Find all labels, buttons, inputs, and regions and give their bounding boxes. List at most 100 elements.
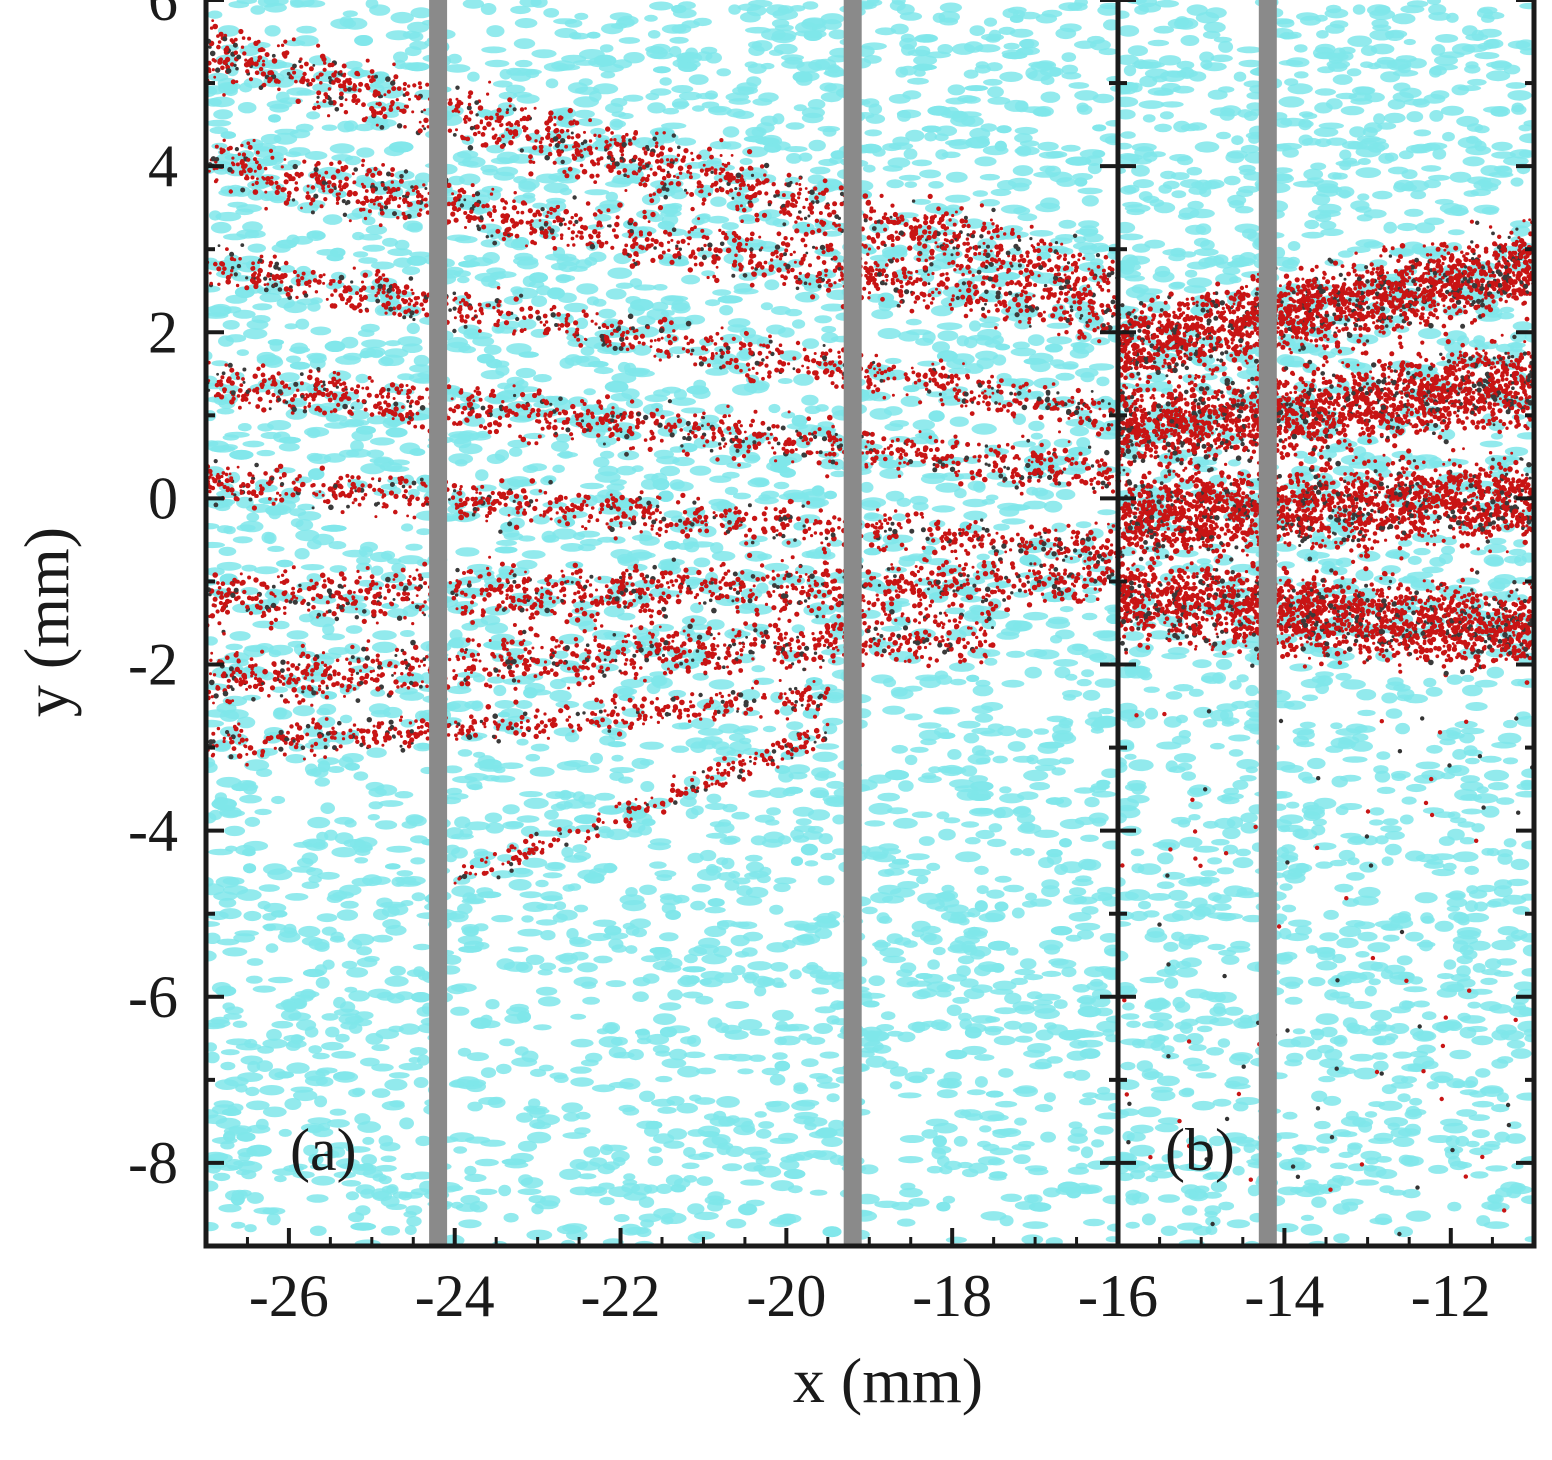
background-point — [932, 12, 946, 23]
background-point — [553, 650, 569, 659]
background-point — [906, 853, 930, 861]
background-point — [246, 512, 260, 522]
beam-point — [834, 223, 838, 228]
background-point — [699, 849, 717, 862]
background-point — [1059, 838, 1072, 848]
background-point — [1089, 652, 1115, 663]
beam-point — [597, 134, 602, 138]
beam-point — [655, 141, 659, 145]
background-point — [892, 513, 907, 522]
background-point — [401, 523, 414, 532]
background-point — [918, 836, 935, 846]
background-point — [660, 295, 684, 306]
background-point — [599, 44, 614, 53]
background-point — [772, 113, 785, 125]
background-point — [507, 946, 529, 953]
beam-point — [1101, 268, 1106, 273]
background-point — [862, 98, 880, 108]
background-point — [989, 1171, 1008, 1179]
background-point — [884, 868, 905, 876]
beam-point — [907, 245, 913, 251]
background-point — [1028, 420, 1045, 432]
beam-point — [996, 234, 1000, 239]
beam-point — [1033, 283, 1038, 288]
background-point — [455, 547, 480, 557]
beam-point — [1110, 270, 1115, 276]
background-point — [394, 791, 414, 799]
background-point — [306, 352, 327, 361]
background-point — [632, 927, 647, 938]
background-point — [609, 536, 626, 544]
background-point — [558, 966, 573, 973]
background-point — [284, 323, 298, 330]
background-point — [897, 110, 912, 122]
background-point — [537, 996, 561, 1007]
background-point — [289, 361, 311, 370]
background-point — [903, 385, 920, 393]
background-point — [827, 911, 841, 919]
beam-point — [484, 115, 490, 121]
background-point — [1053, 999, 1068, 1009]
background-point — [388, 1025, 404, 1033]
background-point — [220, 1061, 236, 1071]
beam-point — [1056, 252, 1060, 255]
background-point — [1076, 437, 1091, 449]
background-point — [529, 488, 545, 496]
background-point — [239, 520, 264, 533]
beam-point — [871, 226, 877, 231]
background-point — [707, 1201, 723, 1212]
beam-point — [714, 187, 720, 193]
beam-point — [499, 123, 503, 128]
background-point — [796, 934, 814, 942]
background-point — [523, 687, 538, 699]
beam-point — [680, 157, 686, 163]
background-point — [301, 0, 326, 8]
beam-point — [264, 52, 270, 58]
background-point — [289, 346, 311, 354]
background-point — [384, 465, 410, 473]
background-point — [1061, 144, 1081, 152]
background-point — [704, 906, 726, 914]
background-point — [604, 925, 622, 936]
background-point — [562, 510, 588, 519]
background-point — [957, 95, 978, 103]
beam-point — [895, 235, 901, 241]
background-point — [653, 66, 671, 74]
background-point — [303, 1144, 319, 1157]
background-point — [517, 318, 537, 330]
background-point — [1003, 42, 1020, 50]
background-point — [303, 968, 325, 978]
background-point — [817, 125, 841, 133]
beam-point — [396, 123, 403, 129]
beam-point — [991, 207, 996, 213]
background-point — [749, 604, 773, 615]
background-point — [521, 915, 534, 923]
background-point — [737, 725, 759, 733]
background-point — [1086, 981, 1108, 991]
background-point — [994, 140, 1007, 152]
background-point — [924, 131, 937, 142]
background-point — [918, 428, 936, 441]
background-point — [617, 612, 636, 621]
background-point — [1012, 341, 1030, 350]
beam-point — [638, 182, 643, 187]
background-point — [618, 112, 634, 120]
background-point — [312, 1052, 330, 1060]
background-point — [220, 1140, 235, 1150]
beam-point — [342, 73, 346, 78]
beam-point — [947, 261, 951, 266]
background-point — [721, 141, 742, 150]
background-point — [324, 340, 346, 352]
background-point — [658, 490, 674, 502]
background-point — [350, 1222, 377, 1231]
beam-point — [748, 202, 754, 208]
background-point — [826, 1015, 840, 1025]
background-point — [607, 741, 627, 748]
beam-point — [637, 161, 643, 167]
background-point — [316, 707, 331, 716]
background-point — [570, 1077, 594, 1087]
background-point — [384, 975, 409, 987]
background-point — [304, 151, 328, 160]
background-point — [966, 1089, 986, 1096]
background-point — [967, 480, 986, 491]
